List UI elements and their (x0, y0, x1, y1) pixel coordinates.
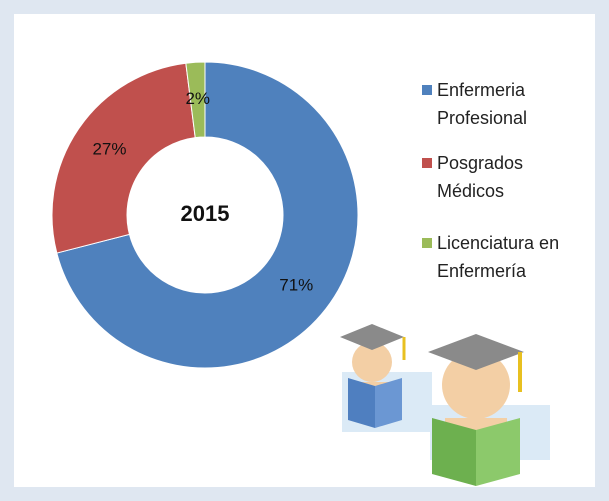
book (432, 418, 476, 486)
legend-label: Licenciatura en Enfermería (437, 233, 559, 281)
legend-label: Posgrados Médicos (437, 153, 523, 201)
center-label: 2015 (181, 201, 230, 226)
legend-item: Posgrados Médicos (437, 149, 587, 205)
cap (428, 334, 524, 370)
book (348, 378, 375, 428)
data-label: 27% (92, 140, 126, 159)
legend-label: Enfermeria Profesional (437, 80, 527, 128)
legend-swatch (422, 158, 432, 168)
legend-item: Enfermeria Profesional (437, 76, 587, 132)
book (375, 378, 402, 428)
legend-swatch (422, 85, 432, 95)
legend-swatch (422, 238, 432, 248)
data-label: 71% (279, 275, 313, 294)
book (476, 418, 520, 486)
legend-item: Licenciatura en Enfermería (437, 229, 587, 285)
page: 2015 71% 27% 2% Enfermeria Profesional Posg… (0, 0, 609, 501)
data-label: 2% (185, 89, 210, 108)
graduates-illustration (340, 324, 550, 486)
cap (340, 324, 404, 350)
